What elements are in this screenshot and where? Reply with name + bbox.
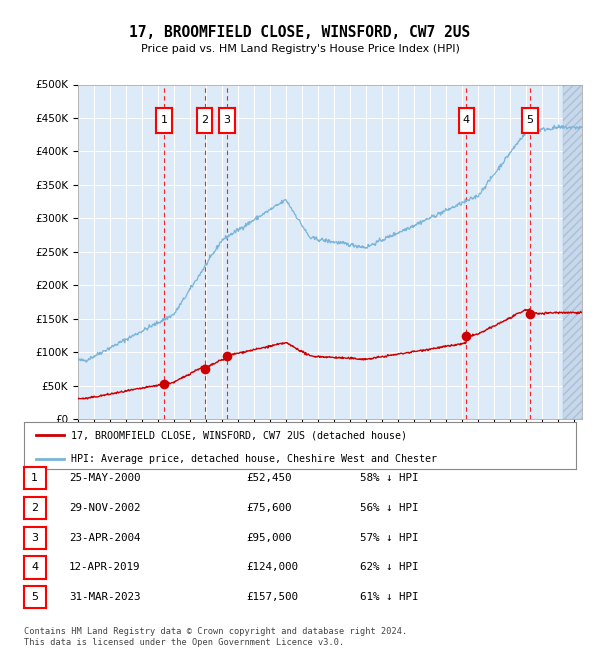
- Text: 25-MAY-2000: 25-MAY-2000: [69, 473, 140, 483]
- Text: £124,000: £124,000: [246, 562, 298, 573]
- Text: 31-MAR-2023: 31-MAR-2023: [69, 592, 140, 603]
- Text: 3: 3: [31, 532, 38, 543]
- Text: 2: 2: [31, 502, 38, 513]
- Text: Contains HM Land Registry data © Crown copyright and database right 2024.
This d: Contains HM Land Registry data © Crown c…: [24, 627, 407, 647]
- Text: 62% ↓ HPI: 62% ↓ HPI: [360, 562, 419, 573]
- Text: HPI: Average price, detached house, Cheshire West and Chester: HPI: Average price, detached house, Ches…: [71, 454, 437, 463]
- Text: 61% ↓ HPI: 61% ↓ HPI: [360, 592, 419, 603]
- Text: 1: 1: [161, 115, 168, 125]
- Text: 17, BROOMFIELD CLOSE, WINSFORD, CW7 2US (detached house): 17, BROOMFIELD CLOSE, WINSFORD, CW7 2US …: [71, 430, 407, 440]
- Text: 5: 5: [527, 115, 533, 125]
- Text: 56% ↓ HPI: 56% ↓ HPI: [360, 502, 419, 513]
- Text: 17, BROOMFIELD CLOSE, WINSFORD, CW7 2US: 17, BROOMFIELD CLOSE, WINSFORD, CW7 2US: [130, 25, 470, 40]
- Text: £52,450: £52,450: [246, 473, 292, 483]
- Text: 57% ↓ HPI: 57% ↓ HPI: [360, 532, 419, 543]
- Text: 1: 1: [31, 473, 38, 483]
- Text: 5: 5: [31, 592, 38, 603]
- Text: £75,600: £75,600: [246, 502, 292, 513]
- Text: 3: 3: [223, 115, 230, 125]
- Text: 2: 2: [201, 115, 208, 125]
- Bar: [563, 84, 587, 419]
- Text: 29-NOV-2002: 29-NOV-2002: [69, 502, 140, 513]
- Text: 4: 4: [31, 562, 38, 573]
- Text: £95,000: £95,000: [246, 532, 292, 543]
- Text: 58% ↓ HPI: 58% ↓ HPI: [360, 473, 419, 483]
- Text: 23-APR-2004: 23-APR-2004: [69, 532, 140, 543]
- Text: £157,500: £157,500: [246, 592, 298, 603]
- Text: 12-APR-2019: 12-APR-2019: [69, 562, 140, 573]
- Text: 4: 4: [463, 115, 470, 125]
- Text: Price paid vs. HM Land Registry's House Price Index (HPI): Price paid vs. HM Land Registry's House …: [140, 44, 460, 54]
